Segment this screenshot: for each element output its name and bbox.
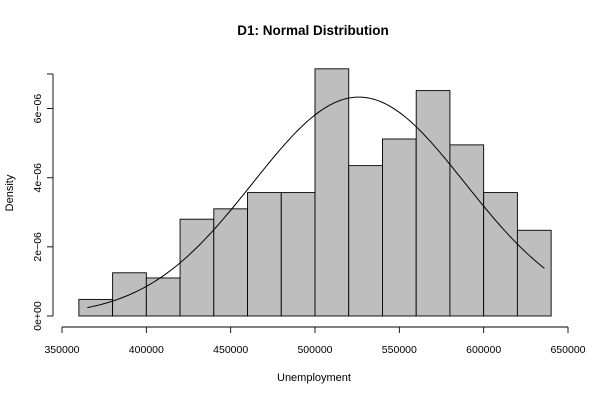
y-tick-label: 4e−06 <box>32 163 44 193</box>
histogram-bar-12 <box>449 144 485 317</box>
x-tick-label: 450000 <box>213 344 248 356</box>
histogram-bar-7 <box>280 192 316 317</box>
histogram-bar-13 <box>483 192 518 317</box>
histogram-bar-10 <box>382 138 417 317</box>
x-tick-label: 600000 <box>466 344 501 356</box>
histogram-bar-6 <box>247 192 282 317</box>
histogram-bars <box>78 68 552 317</box>
x-axis: 350000 400000 450000 500000 550000 600000 6500… <box>44 326 586 356</box>
y-axis-label: Density <box>4 174 16 211</box>
histogram-bar-14 <box>516 229 552 317</box>
histogram-bar-8 <box>314 68 350 317</box>
histogram-bar-3 <box>145 277 181 317</box>
histogram-bar-4 <box>179 218 215 317</box>
x-tick-label: 500000 <box>297 344 332 356</box>
x-axis-label: Unemployment <box>277 372 351 384</box>
y-tick-label: 6e−06 <box>32 94 44 124</box>
y-axis: 0e+00 2e−06 4e−06 6e−06 <box>32 73 54 331</box>
chart-title: D1: Normal Distribution <box>237 23 389 38</box>
histogram-bar-5 <box>213 208 248 317</box>
x-tick-label: 400000 <box>129 344 164 356</box>
x-tick-label: 350000 <box>44 344 79 356</box>
x-tick-label: 650000 <box>550 344 585 356</box>
histogram-bar-9 <box>348 165 383 317</box>
normal-density-curve <box>87 96 545 309</box>
histogram-bar-1 <box>78 298 114 317</box>
histogram-bar-11 <box>415 90 451 317</box>
x-tick-label: 550000 <box>382 344 417 356</box>
y-tick-label: 0e+00 <box>32 301 44 331</box>
y-tick-label: 2e−06 <box>32 232 44 262</box>
